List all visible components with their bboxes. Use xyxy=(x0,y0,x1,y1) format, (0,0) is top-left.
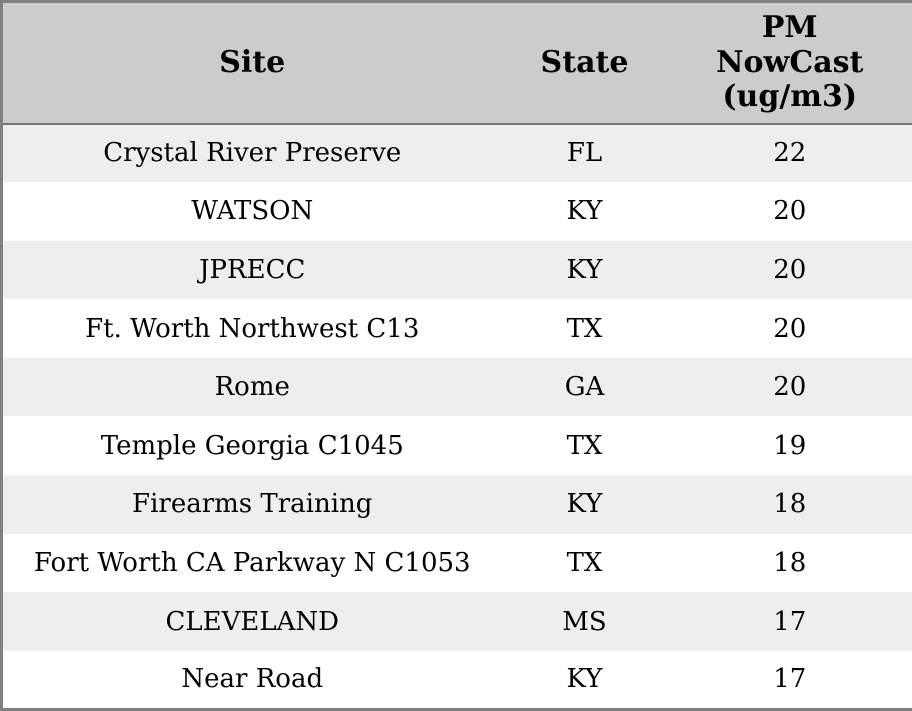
site-cell: Fort Worth CA Parkway N C1053 xyxy=(33,547,471,578)
pm-nowcast-cell: 17 xyxy=(773,606,807,637)
pm-nowcast-cell: 20 xyxy=(773,313,807,344)
table-row: Fort Worth CA Parkway N C1053 TX 18 xyxy=(1,533,912,593)
site-cell: Near Road xyxy=(181,664,324,695)
site-cell: Rome xyxy=(214,372,290,403)
state-cell: TX xyxy=(566,313,603,344)
site-cell: CLEVELAND xyxy=(165,606,340,637)
table-row: WATSON KY 20 xyxy=(1,182,912,241)
site-cell: JPRECC xyxy=(199,254,306,285)
site-cell: Temple Georgia C1045 xyxy=(100,430,404,461)
pm-nowcast-cell: 20 xyxy=(773,254,807,285)
state-cell: MS xyxy=(562,606,607,637)
pm-nowcast-cell: 22 xyxy=(773,138,807,169)
state-cell: KY xyxy=(566,489,603,520)
state-cell: KY xyxy=(566,196,603,227)
pm-nowcast-cell: 18 xyxy=(773,547,807,578)
table-row: Rome GA 20 xyxy=(1,357,912,417)
site-cell: Firearms Training xyxy=(132,489,373,520)
state-cell: GA xyxy=(564,372,605,403)
pm-nowcast-cell: 19 xyxy=(773,430,807,461)
site-cell: WATSON xyxy=(191,196,314,227)
pm-nowcast-cell: 17 xyxy=(773,664,807,695)
table-row: CLEVELAND MS 17 xyxy=(1,592,912,651)
site-cell: Crystal River Preserve xyxy=(103,138,402,169)
state-cell: TX xyxy=(566,430,603,461)
column-header-site: Site xyxy=(1,1,502,125)
column-header-state: State xyxy=(501,1,668,125)
pm-nowcast-cell: 20 xyxy=(773,196,807,227)
table-row: JPRECC KY 20 xyxy=(1,240,912,300)
pm-nowcast-cell: 20 xyxy=(773,372,807,403)
state-cell: TX xyxy=(566,547,603,578)
column-header-pm-nowcast: PM NowCast (ug/m3) xyxy=(667,1,912,125)
state-cell: KY xyxy=(566,664,603,695)
state-cell: KY xyxy=(566,254,603,285)
table-row: Temple Georgia C1045 TX 19 xyxy=(1,416,912,476)
pm-nowcast-cell: 18 xyxy=(773,489,807,520)
table-row: Near Road KY 17 xyxy=(1,650,912,710)
state-cell: FL xyxy=(566,138,603,169)
table-row: Firearms Training KY 18 xyxy=(1,475,912,534)
table-row: Crystal River Preserve FL 22 xyxy=(1,123,912,183)
site-cell: Ft. Worth Northwest C13 xyxy=(85,313,420,344)
header-row: Site State PM NowCast (ug/m3) xyxy=(1,1,912,125)
table-row: Ft. Worth Northwest C13 TX 20 xyxy=(1,299,912,358)
